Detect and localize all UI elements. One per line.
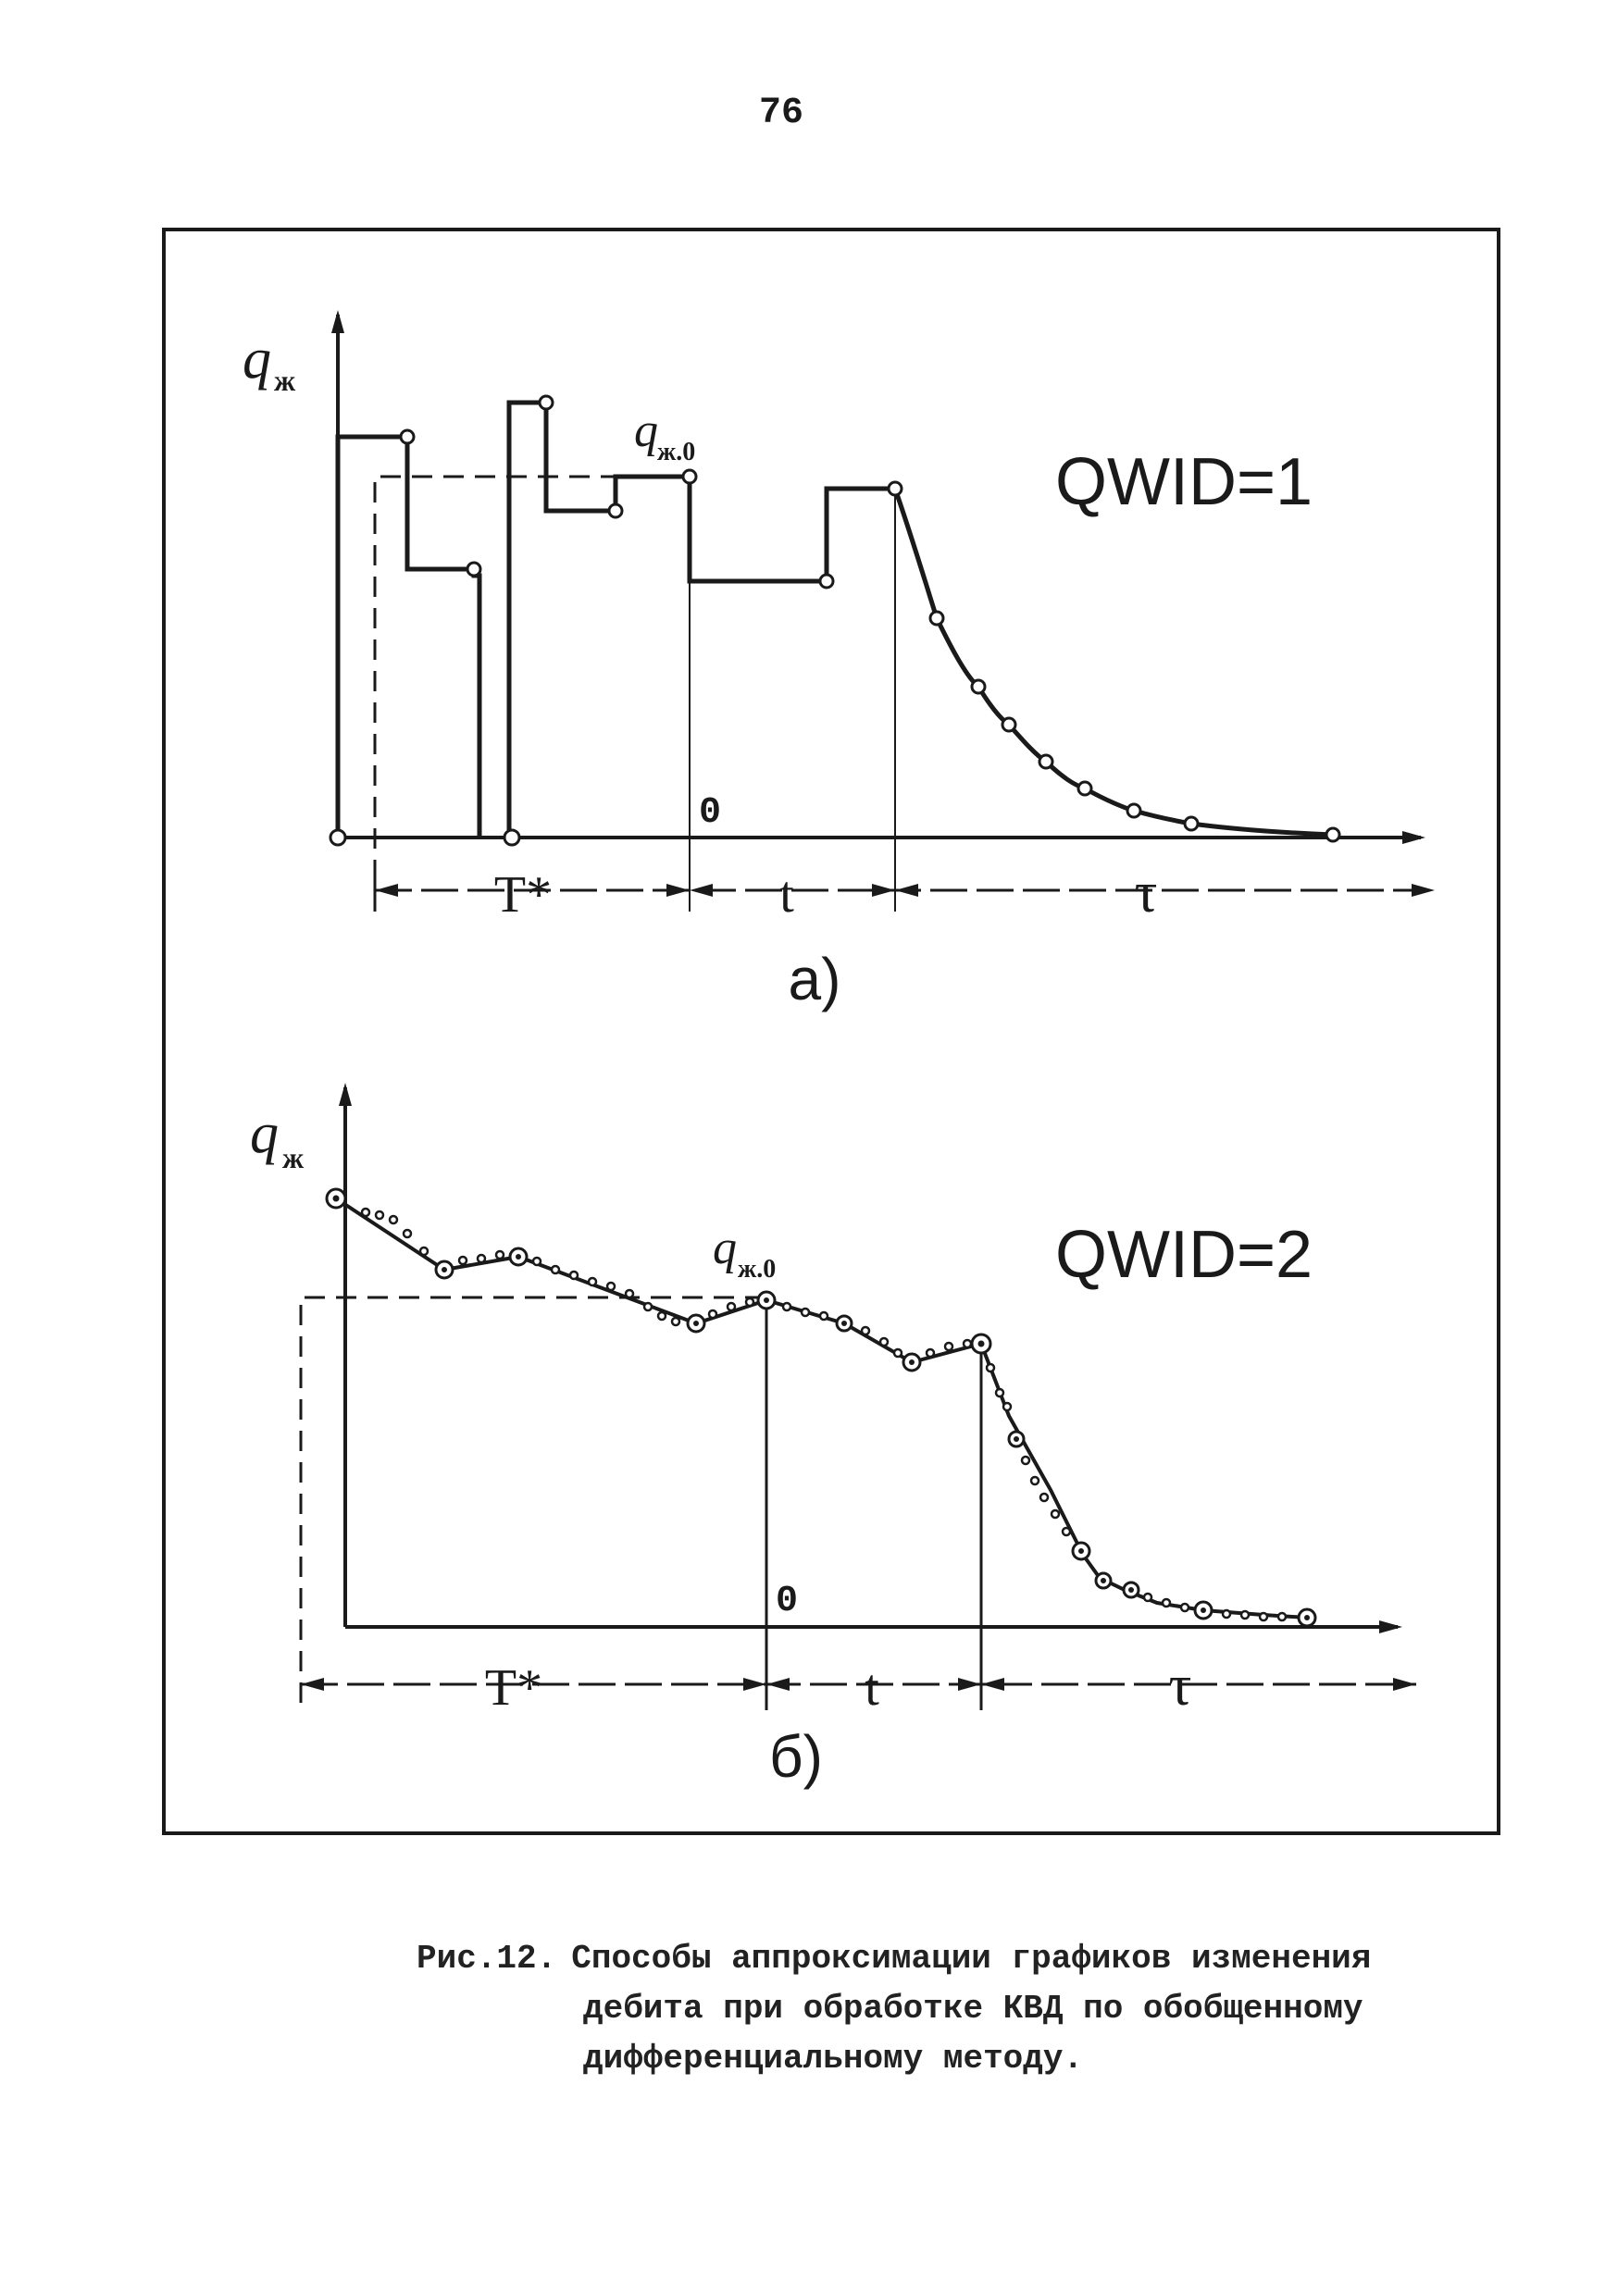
panel-a-y-axis-subscript: ж	[274, 364, 296, 397]
panel-b-y-axis-subscript: ж	[282, 1141, 305, 1174]
panel-a-marker-label: q	[634, 404, 658, 457]
panel-b-interval-arrow	[958, 1678, 981, 1691]
panel-a-point	[1038, 753, 1054, 770]
panel-a-interval-arrow	[895, 884, 918, 897]
caption-text-1: Способы аппроксимации графиков изменения	[571, 1940, 1372, 1978]
panel-b-mode-label: QWID=2	[1055, 1218, 1313, 1292]
panel-a-point	[538, 394, 554, 411]
panel-b-interval-arrow	[1393, 1678, 1416, 1691]
panel-a-point	[818, 573, 835, 590]
panel-a-reference-level	[373, 475, 690, 912]
panel-a-point	[466, 561, 482, 577]
panel-a-interval-arrow	[1412, 884, 1435, 897]
panel-a-x-arrow	[1402, 831, 1425, 844]
panel-a-interval-label-t: t	[779, 866, 794, 924]
panel-a-interval-label-tau: τ	[1135, 862, 1158, 925]
panel-b-x-arrow	[1379, 1620, 1402, 1633]
panel-b-marker-subscript: ж.0	[738, 1255, 776, 1284]
panel-a-point	[399, 428, 416, 445]
panel-a-point	[607, 503, 624, 519]
figure-frame	[162, 228, 1500, 1835]
panel-a-point	[329, 828, 347, 847]
panel-a-y-axis-label: q	[243, 328, 271, 391]
panel-a-point	[503, 828, 521, 847]
panel-a-label: а)	[789, 946, 841, 1012]
panel-a-zero-label: 0	[699, 792, 721, 834]
panel-b-zero-label: 0	[776, 1581, 798, 1622]
panel-b-piecewise-curve	[334, 1197, 1308, 1620]
panel-b-reference-level	[299, 1296, 766, 1703]
panel-b-interval-label-tau: τ	[1169, 1655, 1192, 1718]
panel-a-step-curve	[335, 434, 482, 838]
panel-b	[299, 1083, 1416, 1710]
panel-a-point	[1183, 815, 1200, 832]
panel-b-interval-arrow	[301, 1678, 324, 1691]
caption-label: Рис.12.	[417, 1940, 557, 1978]
page-number: 76	[759, 93, 804, 134]
figure-caption: Рис.12. Способы аппроксимации графиков из…	[417, 1934, 1453, 2084]
panel-b-interval-arrow	[766, 1678, 790, 1691]
caption-line-2: дебита при обработке КВД по обобщенному	[583, 1990, 1363, 2028]
panel-a-y-arrow	[331, 310, 344, 333]
panel-a-marker-subscript: ж.0	[657, 438, 695, 466]
panel-a-interval-arrow	[690, 884, 713, 897]
panel-b-y-arrow	[339, 1083, 352, 1106]
panel-a-points	[329, 394, 1341, 847]
panel-b-scatter-points	[360, 1207, 1288, 1622]
panel-a-point	[1001, 716, 1017, 733]
panel-b-main-point-centers	[332, 1195, 1310, 1620]
panel-b-interval-label-t: t	[865, 1659, 879, 1717]
panel-b-interval-arrow	[981, 1678, 1004, 1691]
panel-a-point	[1126, 802, 1142, 819]
panel-a-point	[970, 678, 987, 695]
panel-a-point	[1077, 780, 1093, 797]
caption-line-3: дифференциальному методу.	[583, 2040, 1084, 2078]
panel-a-interval-arrow	[375, 884, 398, 897]
panel-a-step-curve-2	[506, 400, 895, 838]
caption-line-1: Рис.12. Способы аппроксимации графиков из…	[417, 1934, 1453, 1984]
panel-a-mode-label: QWID=1	[1055, 445, 1313, 519]
panel-b-y-axis-label: q	[250, 1102, 279, 1165]
panel-a-point	[1325, 826, 1341, 843]
panel-a	[329, 310, 1435, 912]
panel-a-point	[887, 480, 903, 497]
panel-a-interval-label-tstar: T*	[494, 866, 552, 924]
panel-a-decline-curve	[892, 488, 1334, 838]
panel-b-interval-arrow	[743, 1678, 766, 1691]
panel-a-interval-arrow	[666, 884, 690, 897]
panel-b-marker-label: q	[713, 1222, 737, 1274]
panel-a-point	[681, 468, 698, 485]
panel-b-interval-label-tstar: T*	[485, 1659, 542, 1717]
panel-a-point	[928, 610, 945, 627]
panel-b-label: б)	[769, 1723, 823, 1790]
panel-a-interval-arrow	[872, 884, 895, 897]
